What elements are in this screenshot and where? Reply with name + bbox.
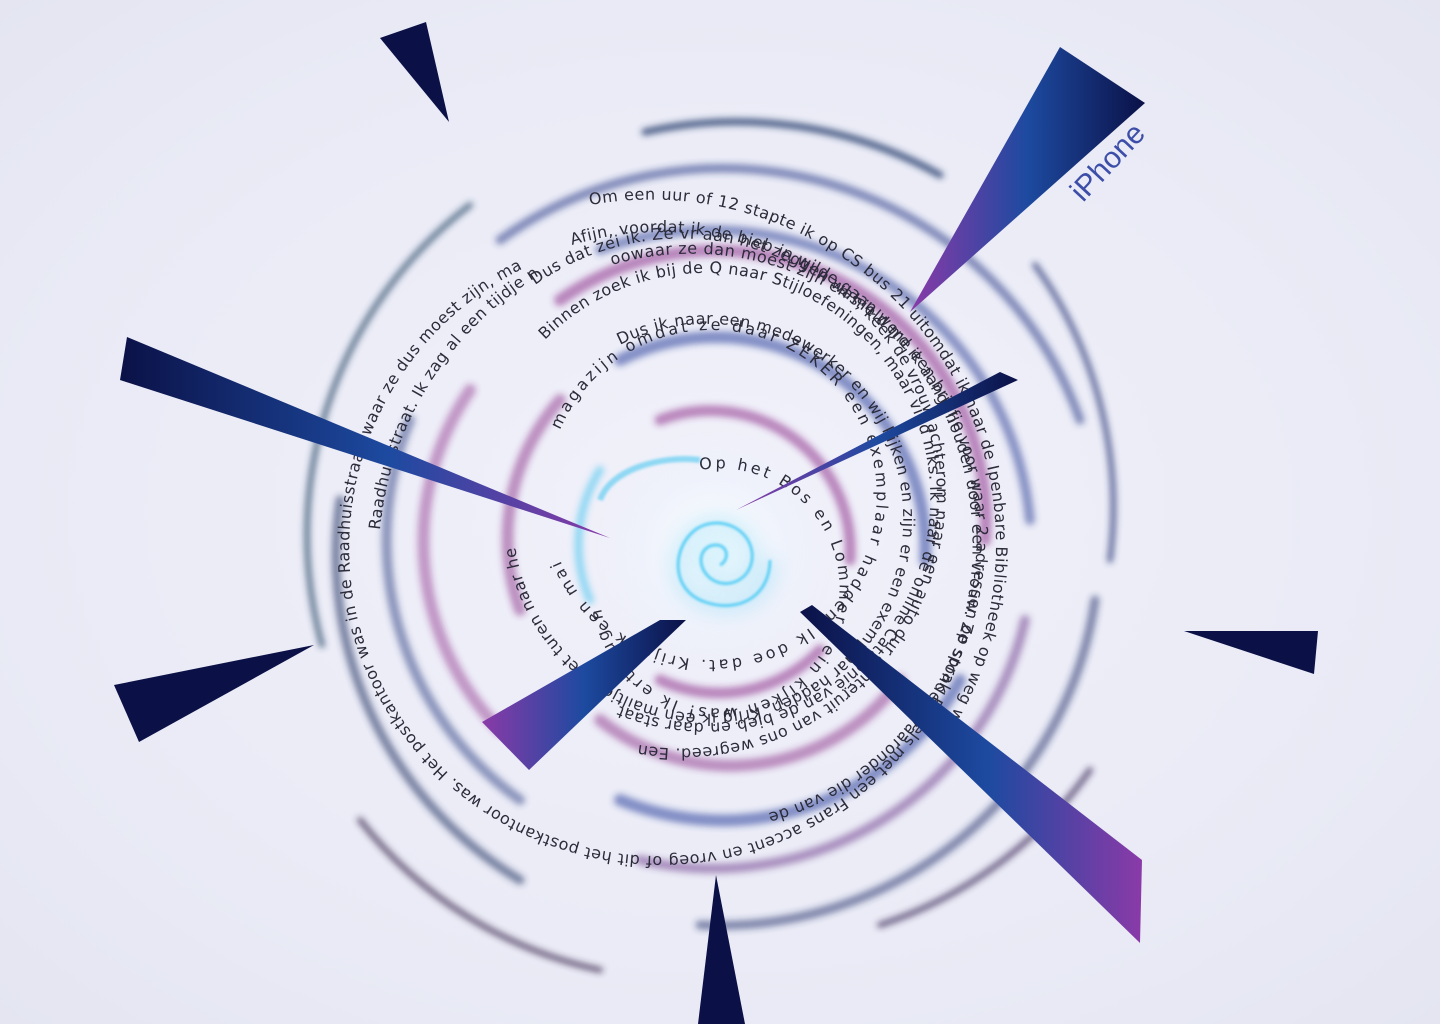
needle-shard-icon <box>800 605 1142 943</box>
swirl-icon <box>597 456 775 611</box>
needle-shard-icon <box>482 620 686 770</box>
needle-shard-icon <box>910 47 1145 312</box>
blurred-rings <box>304 118 1117 973</box>
spiral-line: Raadhuisstraat. Ik zag al een tijdje naa… <box>0 0 542 530</box>
needle-shards <box>114 22 1318 1024</box>
needle-shard-icon <box>120 337 610 538</box>
needle-shard-icon <box>736 372 1018 510</box>
needle-shard-icon <box>698 875 745 1024</box>
needle-shard-icon <box>114 645 314 742</box>
needle-shard-icon <box>380 22 449 122</box>
needle-shard-icon <box>1184 631 1318 674</box>
